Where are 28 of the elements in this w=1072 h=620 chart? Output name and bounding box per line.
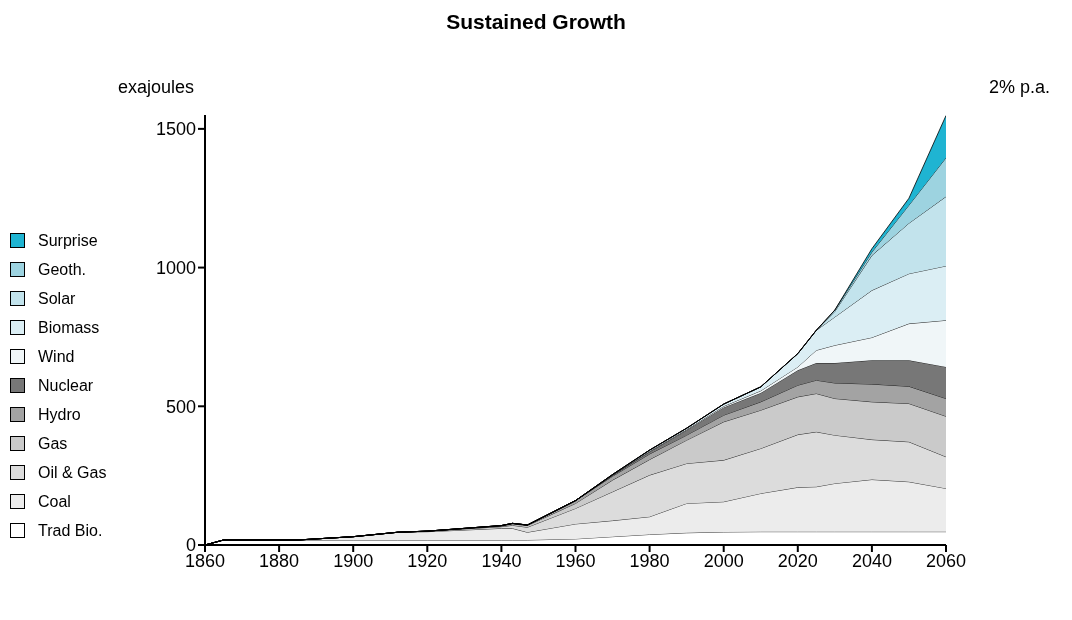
legend-label: Trad Bio. <box>38 521 103 540</box>
text: 2% p.a. <box>988 77 1050 98</box>
y-tick-label: 1500 <box>155 119 196 140</box>
x-tick-label: 1960 <box>555 550 596 571</box>
x-tick-label: 1880 <box>259 550 300 571</box>
legend-label: Hydro <box>38 405 81 424</box>
legend-label: Wind <box>38 347 75 366</box>
legend-label: Coal <box>38 492 71 511</box>
x-tick-label: 1980 <box>629 550 670 571</box>
legend-label: Gas <box>38 434 68 453</box>
x-tick-label: 1860 <box>184 550 226 571</box>
legend-label: Oil & Gas <box>38 463 107 482</box>
y-tick-label: 500 <box>165 396 196 417</box>
x-tick-label: 1900 <box>333 550 374 571</box>
y-tick-label: 1000 <box>155 257 196 278</box>
x-tick-label: 2040 <box>851 550 892 571</box>
x-tick-label: 1920 <box>407 550 448 571</box>
x-tick-label: 1940 <box>481 550 522 571</box>
legend-label: Solar <box>38 289 76 308</box>
x-tick-label: 2060 <box>925 550 967 571</box>
x-tick-label: 2000 <box>703 550 744 571</box>
legend-label: Nuclear <box>38 376 94 395</box>
legend-label: Geoth. <box>38 260 87 279</box>
x-tick-label: 2020 <box>777 550 818 571</box>
legend-label: Surprise <box>38 231 98 250</box>
y-axis-title: exajoules <box>118 77 195 98</box>
chart-title: Sustained Growth <box>445 10 627 34</box>
legend-label: Biomass <box>38 318 100 337</box>
